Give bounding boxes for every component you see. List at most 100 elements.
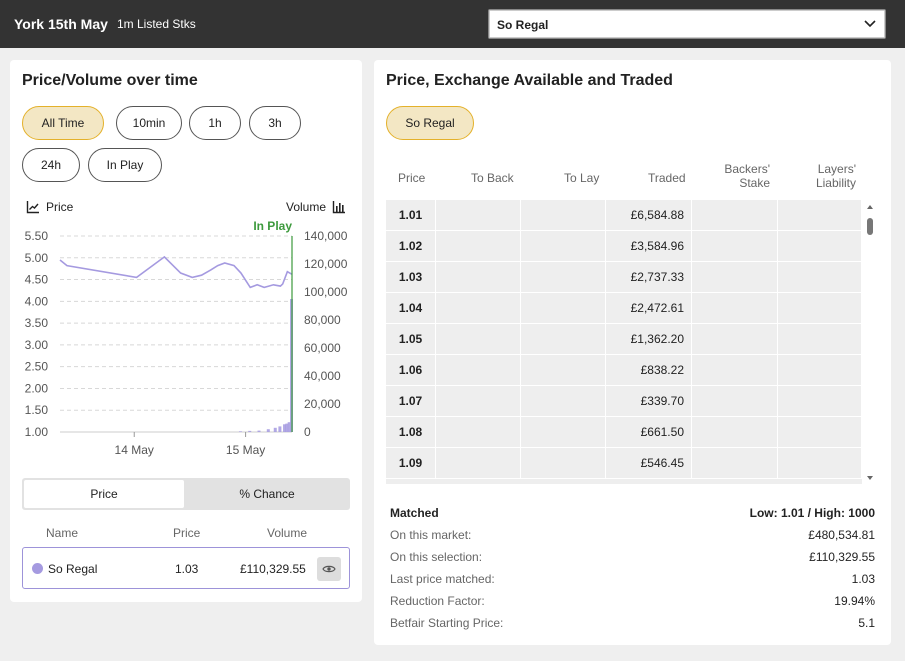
- ladder-price-cell: 1.09: [386, 448, 436, 478]
- volume-bar: [285, 423, 289, 432]
- ladder-price-cell: 1.04: [386, 293, 436, 323]
- ladder-scrollbar[interactable]: [864, 200, 876, 484]
- ladder-row[interactable]: 1.06 £838.22: [386, 355, 862, 386]
- ladder-header-to-back: To Back: [471, 171, 514, 185]
- ladder-price-cell: 1.08: [386, 417, 436, 447]
- ladder-backers-stake-cell: [693, 355, 778, 385]
- ladder-header-backers-stake: Backers' Stake: [724, 162, 770, 190]
- ladder-to-back-cell[interactable]: [437, 200, 521, 230]
- time-filter-24h[interactable]: 24h: [22, 148, 80, 182]
- y-right-tick-label: 20,000: [304, 397, 341, 411]
- in-play-marker-label: In Play: [253, 220, 292, 233]
- y-left-tick-label: 2.00: [25, 381, 49, 395]
- stat-value: 19.94%: [834, 594, 875, 608]
- price-ladder[interactable]: 1.01 £6,584.88 1.02 £3,584.96 1.03 £2,737.33 1…: [386, 200, 862, 484]
- time-filter-all-time[interactable]: All Time: [22, 106, 104, 140]
- stat-value: 1.03: [851, 572, 875, 586]
- ladder-row[interactable]: 1.07 £339.70: [386, 386, 862, 417]
- volume-legend-label: Volume: [286, 200, 327, 214]
- ladder-backers-stake-cell: [693, 417, 778, 447]
- ladder-layers-liability-cell: [778, 448, 862, 478]
- y-left-tick-label: 2.50: [25, 360, 49, 374]
- ladder-row[interactable]: 1.05 £1,362.20: [386, 324, 862, 355]
- stat-label: Betfair Starting Price:: [390, 616, 504, 630]
- selection-row[interactable]: So Regal 1.03 £110,329.55: [22, 547, 350, 589]
- ladder-to-back-cell[interactable]: [437, 231, 521, 261]
- ladder-to-back-cell[interactable]: [437, 386, 521, 416]
- ladder-traded-cell: £838.22: [607, 355, 692, 385]
- stat-value: £480,534.81: [808, 528, 875, 542]
- ladder-row[interactable]: 1.09 £546.45: [386, 448, 862, 479]
- volume-bar: [278, 426, 282, 432]
- ladder-to-lay-cell[interactable]: [522, 386, 606, 416]
- y-left-tick-label: 4.50: [25, 273, 49, 287]
- volume-bar: [248, 430, 252, 432]
- ladder-to-lay-cell[interactable]: [522, 417, 606, 447]
- x-tick-label: 15 May: [226, 443, 265, 457]
- race-title: York 15th May: [14, 16, 108, 32]
- exchange-title: Price, Exchange Available and Traded: [386, 72, 673, 89]
- ladder-to-back-cell[interactable]: [437, 293, 521, 323]
- ladder-price-cell: 1.06: [386, 355, 436, 385]
- ladder-row[interactable]: 1.08 £661.50: [386, 417, 862, 448]
- ladder-to-lay-cell[interactable]: [522, 448, 606, 478]
- ladder-to-lay-cell[interactable]: [522, 262, 606, 292]
- ladder-row[interactable]: 1.04 £2,472.61: [386, 293, 862, 324]
- ladder-layers-liability-cell: [778, 231, 862, 261]
- runner-select-value: So Regal: [497, 18, 549, 32]
- ladder-row[interactable]: 1.02 £3,584.96: [386, 231, 862, 262]
- ladder-backers-stake-cell: [693, 200, 778, 230]
- stat-value: 5.1: [858, 616, 875, 630]
- stat-label: On this market:: [390, 528, 472, 542]
- stat-label: On this selection:: [390, 550, 483, 564]
- ladder-row[interactable]: [386, 479, 862, 484]
- ladder-traded-cell: £339.70: [607, 386, 692, 416]
- y-left-tick-label: 4.00: [25, 294, 49, 308]
- column-header-price: Price: [173, 526, 201, 540]
- top-bar: York 15th May 1m Listed Stks So Regal: [0, 0, 905, 48]
- price-legend-label: Price: [46, 200, 74, 214]
- ladder-to-back-cell[interactable]: [437, 324, 521, 354]
- race-subtitle: 1m Listed Stks: [117, 17, 196, 31]
- ladder-traded-cell: £3,584.96: [607, 231, 692, 261]
- ladder-price-cell: 1.03: [386, 262, 436, 292]
- y-right-tick-label: 40,000: [304, 369, 341, 383]
- time-filter-1h[interactable]: 1h: [189, 106, 241, 140]
- toggle-percent-chance[interactable]: % Chance: [239, 487, 295, 501]
- exchange-panel: Price, Exchange Available and Traded So …: [374, 60, 891, 645]
- ladder-layers-liability-cell: [778, 324, 862, 354]
- ladder-to-back-cell[interactable]: [437, 355, 521, 385]
- ladder-to-lay-cell[interactable]: [522, 324, 606, 354]
- ladder-price-cell: 1.02: [386, 231, 436, 261]
- ladder-to-back-cell[interactable]: [437, 262, 521, 292]
- time-filter-10min[interactable]: 10min: [116, 106, 182, 140]
- y-left-tick-label: 3.00: [25, 338, 49, 352]
- ladder-to-lay-cell[interactable]: [522, 355, 606, 385]
- ladder-to-lay-cell[interactable]: [522, 231, 606, 261]
- y-left-tick-label: 5.50: [25, 229, 49, 243]
- toggle-visibility-button[interactable]: [317, 557, 341, 581]
- ladder-backers-stake-cell: [693, 262, 778, 292]
- ladder-to-lay-cell[interactable]: [522, 293, 606, 323]
- ladder-traded-cell: £6,584.88: [607, 200, 692, 230]
- ladder-row[interactable]: 1.01 £6,584.88: [386, 200, 862, 231]
- selection-color-dot: [32, 563, 43, 574]
- chevron-down-icon: [864, 20, 876, 28]
- volume-bar: [238, 431, 242, 432]
- ladder-to-back-cell[interactable]: [437, 448, 521, 478]
- volume-legend: Volume: [286, 200, 346, 214]
- time-filter-3h[interactable]: 3h: [249, 106, 301, 140]
- runner-select[interactable]: So Regal: [488, 9, 886, 39]
- line-chart-icon: [26, 201, 39, 214]
- toggle-price[interactable]: Price: [24, 480, 184, 508]
- selection-volume: £110,329.55: [240, 562, 306, 576]
- ladder-row[interactable]: 1.03 £2,737.33: [386, 262, 862, 293]
- time-filter-in-play[interactable]: In Play: [88, 148, 162, 182]
- low-high-range: Low: 1.01 / High: 1000: [749, 506, 875, 520]
- y-left-tick-label: 5.00: [25, 251, 49, 265]
- runner-pill[interactable]: So Regal: [386, 106, 474, 140]
- column-header-volume: Volume: [267, 526, 308, 540]
- ladder-layers-liability-cell: [778, 293, 862, 323]
- ladder-to-back-cell[interactable]: [437, 417, 521, 447]
- ladder-to-lay-cell[interactable]: [522, 200, 606, 230]
